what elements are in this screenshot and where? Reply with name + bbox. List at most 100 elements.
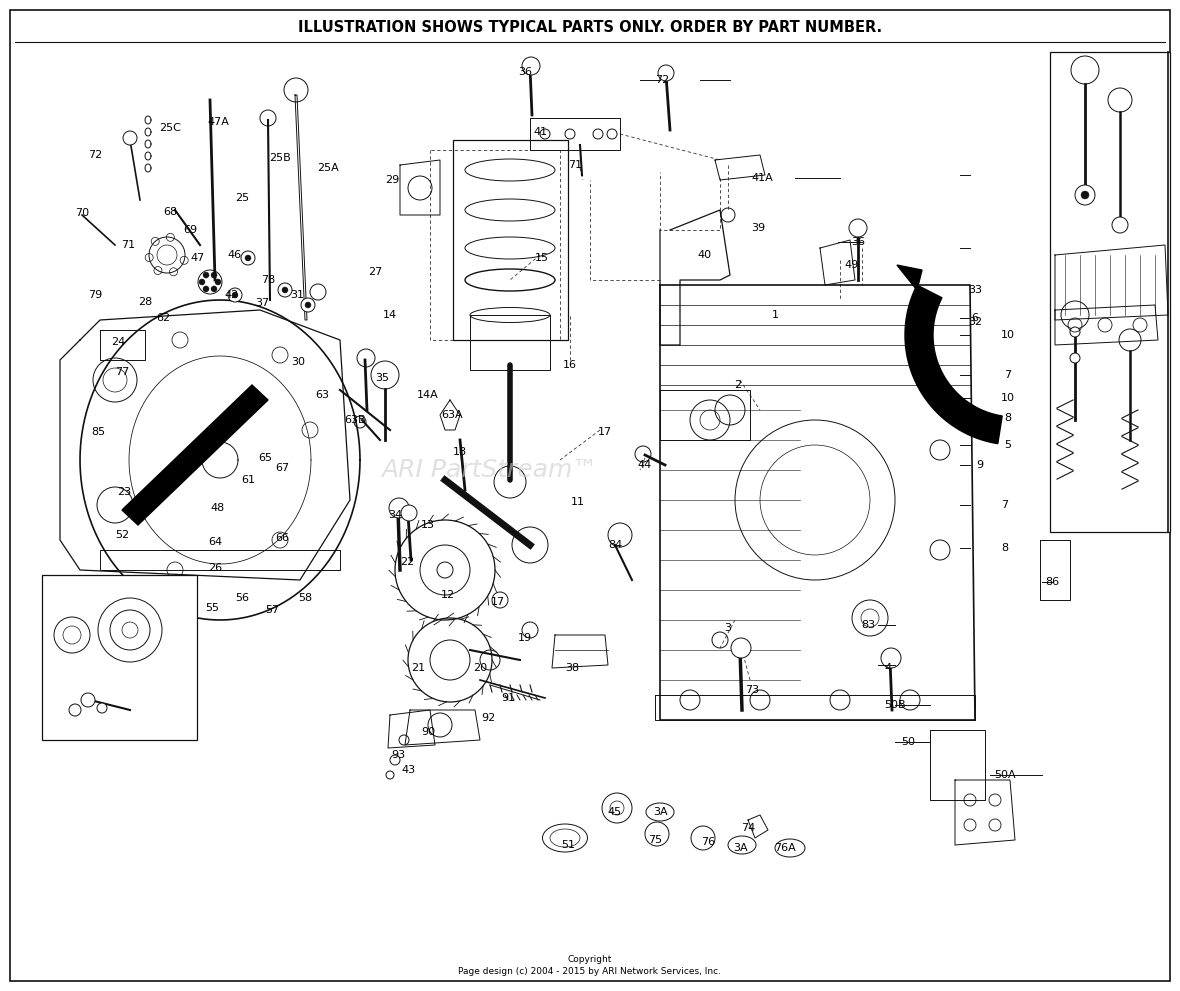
Text: 8: 8 [1004,413,1011,423]
Text: 46: 46 [228,250,242,260]
Text: 65: 65 [258,453,273,463]
Text: 58: 58 [297,593,312,603]
Bar [470,315,550,370]
Text: 93: 93 [391,750,405,760]
Bar [42,575,197,740]
Circle shape [304,302,312,308]
Text: Page design (c) 2004 - 2015 by ARI Network Services, Inc.: Page design (c) 2004 - 2015 by ARI Netwo… [459,967,721,976]
Text: 79: 79 [87,290,103,300]
Text: 39: 39 [750,223,765,233]
Text: 51: 51 [560,840,575,850]
Text: 6: 6 [971,313,978,323]
Text: 3: 3 [725,623,732,633]
Text: 63: 63 [315,390,329,400]
Text: 17: 17 [598,427,612,437]
Text: 10: 10 [1001,330,1015,340]
Text: 64: 64 [208,537,222,547]
Text: 57: 57 [266,605,278,615]
Text: 31: 31 [290,290,304,300]
Text: 50B: 50B [884,700,906,710]
Circle shape [1061,301,1089,329]
Text: 80: 80 [85,727,99,737]
Text: 78: 78 [261,275,275,285]
Text: 56: 56 [235,593,249,603]
Circle shape [881,648,902,668]
Text: 45: 45 [608,807,622,817]
Circle shape [1075,185,1095,205]
Circle shape [54,617,90,653]
Text: 76A: 76A [774,843,795,853]
Text: 12: 12 [441,590,455,600]
Text: 40: 40 [697,250,712,260]
Text: 77: 77 [114,367,129,377]
Circle shape [228,288,242,302]
Text: 27: 27 [368,267,382,277]
Text: 43: 43 [401,765,415,775]
Text: 42: 42 [225,290,240,300]
Text: 83: 83 [861,620,876,630]
Text: 90: 90 [421,727,435,737]
Text: 44: 44 [638,460,653,470]
Text: 72: 72 [655,75,669,85]
Text: 16: 16 [563,360,577,370]
Text: 63A: 63A [441,410,463,420]
Text: 67: 67 [275,463,289,473]
Polygon shape [122,385,268,525]
Polygon shape [897,265,922,290]
Text: 41: 41 [533,127,548,137]
Text: 7: 7 [1002,500,1009,510]
Text: 36: 36 [851,237,865,247]
Circle shape [1112,217,1128,233]
Text: 74: 74 [741,823,755,833]
Circle shape [389,498,409,518]
Text: 92: 92 [481,713,496,723]
Circle shape [245,255,251,261]
Text: 25A: 25A [317,163,339,173]
Bar [453,140,568,340]
Text: 22: 22 [400,557,414,567]
Text: 3A: 3A [653,807,668,817]
Circle shape [211,273,217,278]
Text: 60: 60 [58,623,72,633]
Text: 41A: 41A [752,173,773,183]
Circle shape [98,598,162,662]
Text: 7: 7 [1004,370,1011,380]
Text: 13: 13 [421,520,435,530]
Text: 5: 5 [1114,100,1121,110]
Text: 82: 82 [58,700,72,710]
Text: 49: 49 [845,260,859,270]
Text: 19: 19 [518,633,532,643]
Text: 36: 36 [518,67,532,77]
Circle shape [203,286,209,292]
Text: 20: 20 [473,663,487,673]
Text: 25B: 25B [269,153,291,163]
Text: ARI PartStream™: ARI PartStream™ [382,458,598,482]
Text: 18: 18 [453,447,467,457]
Text: 4: 4 [885,663,892,673]
Text: 11: 11 [571,497,585,507]
Text: 70: 70 [76,208,88,218]
Circle shape [401,505,417,521]
Text: 10: 10 [1001,393,1015,403]
Text: 1: 1 [772,310,779,320]
Text: 2: 2 [734,380,741,390]
Text: 9: 9 [976,460,984,470]
Circle shape [199,279,205,285]
Text: 24: 24 [111,337,125,347]
Text: 86: 86 [1045,577,1060,587]
Text: 85: 85 [91,427,105,437]
Text: 66: 66 [275,533,289,543]
Text: 6: 6 [1079,70,1086,80]
Text: 29: 29 [385,175,399,185]
Text: 54: 54 [175,610,189,620]
Circle shape [278,283,291,297]
Circle shape [68,704,81,716]
Text: 75: 75 [648,835,662,845]
Text: 53: 53 [138,600,152,610]
Circle shape [1119,329,1141,351]
Text: 5: 5 [1004,440,1011,450]
Text: Copyright: Copyright [568,955,612,964]
Bar [1050,52,1171,532]
Text: 76: 76 [701,837,715,847]
Text: 91: 91 [502,693,514,703]
